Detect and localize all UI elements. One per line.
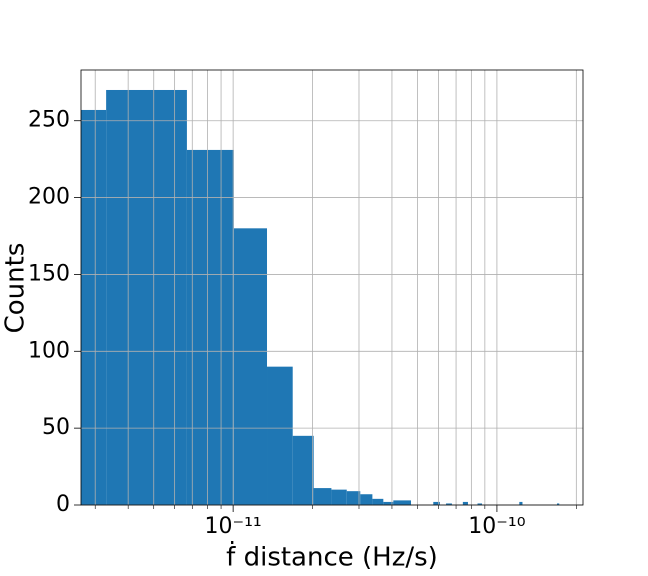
x-tick-label: 10⁻¹¹ (205, 514, 262, 539)
bar (313, 488, 332, 505)
bar (383, 501, 394, 505)
bar (331, 489, 347, 505)
y-tick-label: 0 (56, 492, 70, 517)
bar (519, 501, 523, 505)
y-tick-label: 200 (28, 185, 70, 210)
bar (556, 503, 560, 505)
bar (106, 89, 187, 505)
bar (462, 501, 468, 505)
y-tick-label: 50 (42, 415, 70, 440)
bar (81, 109, 107, 505)
bar (446, 503, 452, 505)
bar (372, 498, 384, 505)
bar (292, 435, 314, 505)
y-axis-label: Counts (1, 243, 31, 334)
bar (360, 494, 373, 505)
y-tick-label: 100 (28, 338, 70, 363)
bar (267, 366, 293, 505)
bar (477, 503, 483, 505)
x-tick-label: 10⁻¹⁰ (468, 514, 525, 539)
bar (393, 500, 403, 505)
bar (233, 228, 268, 505)
bar (402, 500, 412, 505)
plot-frame (80, 69, 584, 506)
y-tick-label: 150 (28, 261, 70, 286)
y-tick-label: 250 (28, 108, 70, 133)
bar (186, 149, 234, 505)
bar (433, 501, 440, 505)
bar (346, 491, 361, 505)
x-axis-label: ḟ distance (Hz/s) (226, 540, 438, 573)
